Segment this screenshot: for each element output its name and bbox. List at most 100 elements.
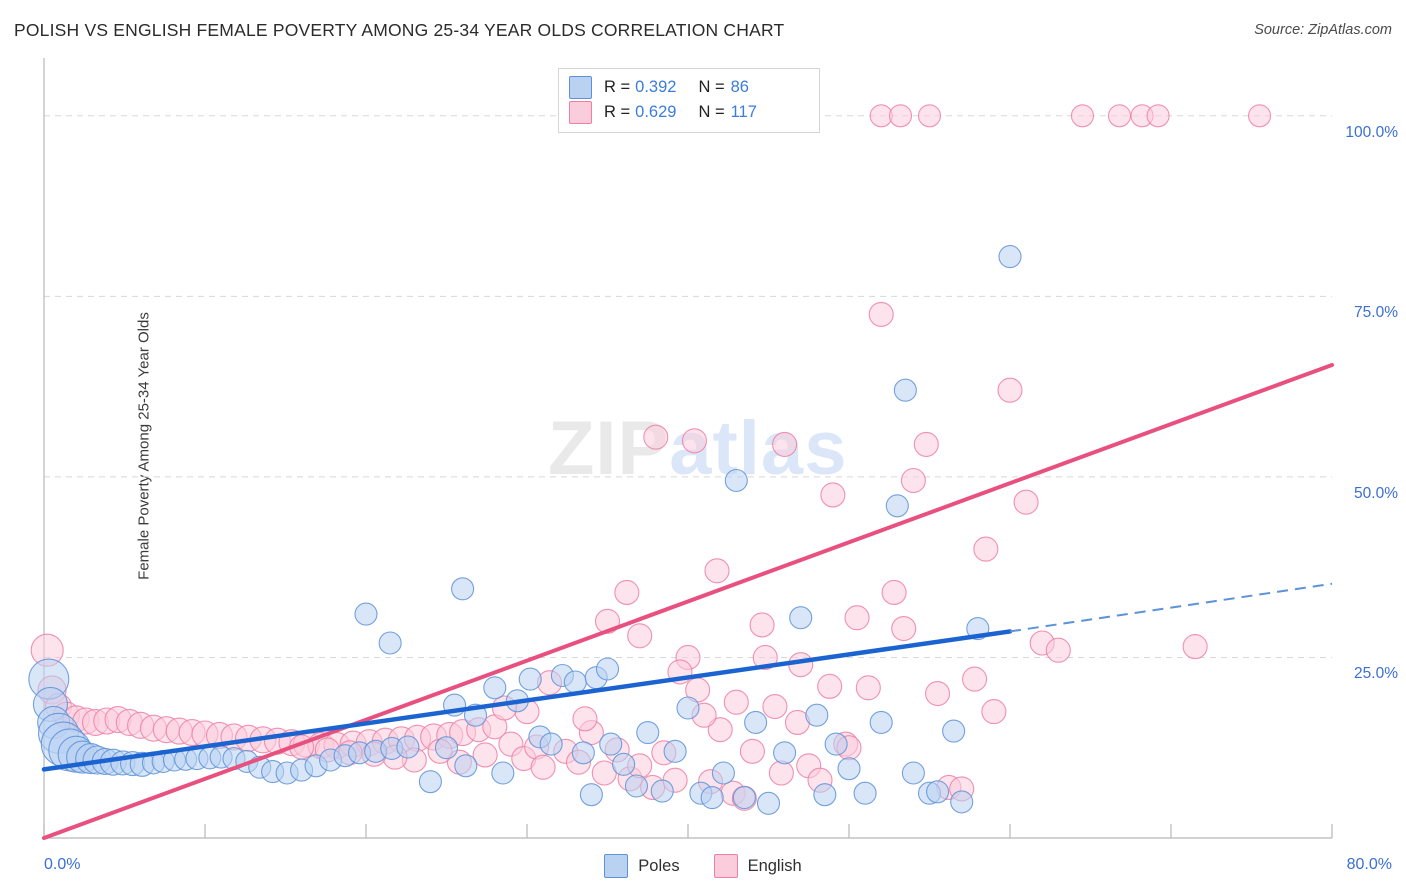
data-point xyxy=(676,696,700,720)
correlation-stats-legend: R = 0.392 N = 86 R = 0.629 N = 117 xyxy=(558,68,820,133)
data-point xyxy=(925,780,950,804)
series-points-poles xyxy=(28,245,1022,815)
plot-area xyxy=(28,58,1334,840)
data-point xyxy=(650,779,674,803)
data-point xyxy=(571,741,595,765)
data-point xyxy=(1248,104,1272,128)
data-point xyxy=(1107,104,1132,128)
data-point xyxy=(595,657,620,681)
data-point xyxy=(579,783,603,807)
data-point xyxy=(891,616,917,642)
data-point xyxy=(643,424,669,450)
legend-label-poles: Poles xyxy=(638,856,680,875)
trendline-poles-projection xyxy=(1009,582,1333,633)
data-point xyxy=(418,770,442,794)
data-point xyxy=(700,786,724,810)
data-point xyxy=(563,670,587,694)
y-tick-label-100.0%: 100.0% xyxy=(1345,123,1398,141)
data-point xyxy=(663,739,687,763)
data-point xyxy=(888,104,913,128)
data-point xyxy=(756,791,781,815)
data-point xyxy=(824,732,848,756)
legend-item-poles[interactable]: Poles xyxy=(604,854,680,878)
data-point xyxy=(805,703,829,727)
data-point xyxy=(868,301,894,327)
r-value-poles: 0.392 xyxy=(635,78,677,96)
data-point xyxy=(762,694,788,720)
data-point xyxy=(434,736,459,760)
data-point xyxy=(853,781,877,805)
data-point xyxy=(768,760,794,786)
data-point xyxy=(732,786,756,810)
r-label-poles: R = xyxy=(604,78,631,96)
data-point xyxy=(681,428,707,454)
data-point xyxy=(998,245,1022,269)
data-point xyxy=(962,666,988,692)
data-point xyxy=(483,676,507,700)
y-tick-label-50.0%: 50.0% xyxy=(1354,484,1398,502)
data-point xyxy=(1045,637,1071,663)
data-point xyxy=(1182,634,1208,660)
n-label-english: N = xyxy=(698,103,725,121)
data-point xyxy=(614,579,640,605)
data-point xyxy=(942,719,966,743)
data-point xyxy=(711,761,735,785)
legend-label-english: English xyxy=(747,856,802,875)
data-point xyxy=(820,482,846,508)
data-point xyxy=(378,631,402,655)
data-point xyxy=(789,606,813,630)
data-point xyxy=(893,378,917,402)
n-value-poles: 86 xyxy=(730,78,749,96)
data-point xyxy=(837,757,861,781)
data-point xyxy=(624,774,649,798)
blue-swatch-icon xyxy=(569,76,592,99)
x-axis-min-label: 0.0% xyxy=(44,856,81,873)
data-point xyxy=(572,706,598,732)
data-point xyxy=(627,623,653,649)
source-attribution: Source: ZipAtlas.com xyxy=(1254,22,1392,38)
data-point xyxy=(981,699,1007,725)
data-point xyxy=(1013,489,1039,515)
data-point xyxy=(739,738,765,764)
data-point xyxy=(704,558,730,584)
data-point xyxy=(950,790,974,814)
data-point xyxy=(869,710,893,734)
data-point xyxy=(869,104,893,128)
data-point xyxy=(885,494,909,518)
data-point xyxy=(749,612,775,638)
data-point xyxy=(518,667,542,691)
data-point xyxy=(451,577,475,601)
plot-svg xyxy=(28,58,1334,840)
r-label-english: R = xyxy=(604,103,631,121)
data-point xyxy=(881,579,907,605)
data-point xyxy=(844,605,870,631)
data-point xyxy=(744,710,768,734)
r-value-english: 0.629 xyxy=(635,103,677,121)
data-point xyxy=(901,761,925,785)
data-point xyxy=(913,431,939,457)
data-point xyxy=(599,732,623,756)
data-point xyxy=(723,689,749,715)
data-point xyxy=(1070,104,1094,128)
x-axis-max-label: 80.0% xyxy=(1346,856,1392,873)
data-point xyxy=(636,721,660,745)
y-tick-label-25.0%: 25.0% xyxy=(1354,665,1398,683)
data-point xyxy=(772,431,798,457)
stats-row-english: R = 0.629 N = 117 xyxy=(569,100,809,125)
data-point xyxy=(707,717,733,743)
stats-row-poles: R = 0.392 N = 86 xyxy=(569,75,809,100)
data-point xyxy=(973,536,999,562)
data-point xyxy=(817,673,843,699)
data-point xyxy=(539,732,563,756)
y-tick-label-75.0%: 75.0% xyxy=(1354,304,1398,322)
legend-item-english[interactable]: English xyxy=(713,854,802,878)
data-point xyxy=(855,675,881,701)
data-point xyxy=(773,741,797,765)
data-point xyxy=(917,104,942,128)
data-point xyxy=(396,735,420,759)
data-point xyxy=(997,377,1023,403)
data-point xyxy=(724,468,748,493)
data-point xyxy=(900,467,926,494)
poles-swatch-icon xyxy=(604,854,629,878)
trendline-poles xyxy=(41,629,1013,772)
